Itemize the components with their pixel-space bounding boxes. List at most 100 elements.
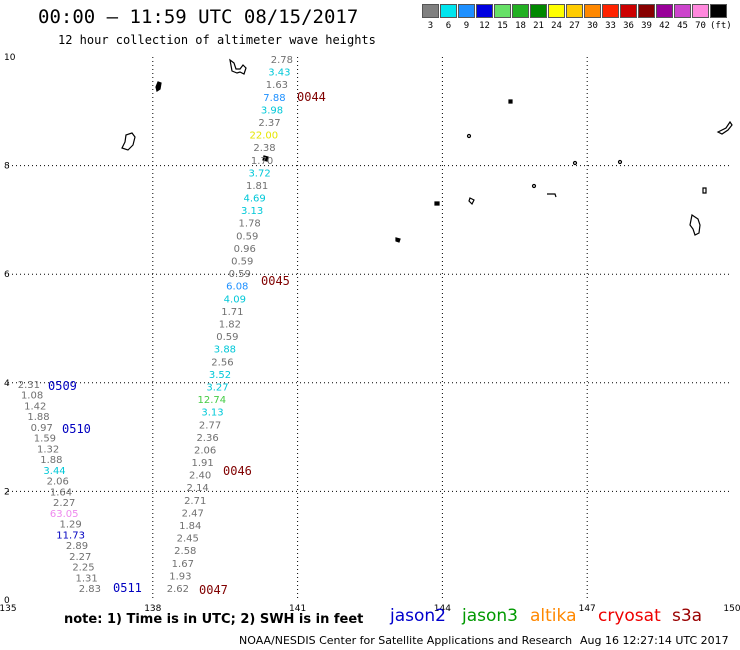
legend-entry: jason2 bbox=[390, 606, 446, 626]
wave-height-value: 1.29 bbox=[59, 520, 81, 531]
wave-height-value: 2.71 bbox=[184, 496, 206, 507]
color-scale-label: 45 bbox=[677, 21, 688, 31]
island-outline bbox=[155, 81, 162, 92]
altimeter-track: 2.311.081.421.880.971.591.321.883.442.06… bbox=[18, 380, 101, 595]
altimeter-tracks: 2.78 3.431.63 7.883.98 2.37 22.002.38 1.703.7… bbox=[18, 55, 293, 595]
land-outlines bbox=[121, 58, 733, 243]
island-outline bbox=[689, 214, 701, 236]
wave-height-value: 1.82 bbox=[219, 320, 241, 331]
color-scale-label: 24 bbox=[551, 21, 562, 31]
wave-height-value: 1.78 bbox=[239, 219, 261, 230]
color-swatch bbox=[512, 4, 529, 18]
wave-height-value: 1.70 bbox=[251, 156, 273, 167]
wave-height-value: 0.59 bbox=[231, 257, 253, 268]
color-scale-label: (ft) bbox=[710, 21, 732, 31]
wave-height-value: 7.88 bbox=[263, 93, 285, 104]
wave-height-value: 6.08 bbox=[226, 282, 248, 293]
island-outline bbox=[121, 132, 136, 151]
wave-height-value: 1.84 bbox=[179, 521, 201, 532]
wave-height-value: 2.31 bbox=[18, 380, 40, 391]
wave-height-value: 4.69 bbox=[243, 194, 265, 205]
island-outline bbox=[508, 99, 513, 104]
color-swatch bbox=[602, 4, 619, 18]
x-tick-label: 150 bbox=[723, 604, 740, 614]
wave-height-value: 1.31 bbox=[76, 573, 98, 584]
color-swatch bbox=[458, 4, 475, 18]
wave-height-value: 3.43 bbox=[268, 68, 290, 79]
wave-height-value: 3.13 bbox=[201, 408, 223, 419]
color-scale-label: 70 bbox=[695, 21, 706, 31]
wave-height-value: 1.08 bbox=[21, 391, 43, 402]
island-outline bbox=[716, 120, 733, 135]
chart-subtitle: 12 hour collection of altimeter wave hei… bbox=[58, 33, 376, 47]
wave-height-value: 0.59 bbox=[229, 269, 251, 280]
pass-id-label: 0045 bbox=[261, 274, 290, 288]
pass-id-label: 0510 bbox=[62, 422, 91, 436]
color-scale-label: 30 bbox=[587, 21, 598, 31]
wave-height-value: 1.59 bbox=[34, 434, 56, 445]
wave-height-value: 3.98 bbox=[261, 105, 283, 116]
island-outline bbox=[395, 237, 401, 243]
wave-height-value: 1.88 bbox=[27, 412, 49, 423]
color-swatch bbox=[476, 4, 493, 18]
generated-timestamp: Aug 16 12:27:14 UTC 2017 bbox=[580, 634, 729, 647]
color-scale-label: 39 bbox=[641, 21, 652, 31]
wave-height-value: 2.45 bbox=[177, 534, 199, 545]
color-scale-label: 15 bbox=[497, 21, 508, 31]
color-swatch bbox=[530, 4, 547, 18]
legend-entry: jason3 bbox=[462, 606, 518, 626]
x-tick-label: 138 bbox=[144, 604, 161, 614]
color-swatch bbox=[422, 4, 439, 18]
color-scale-label: 21 bbox=[533, 21, 544, 31]
island-outline bbox=[468, 197, 475, 206]
wave-height-value: 2.27 bbox=[53, 498, 75, 509]
wave-height-value: 2.40 bbox=[189, 471, 211, 482]
credit-line: NOAA/NESDIS Center for Satellite Applica… bbox=[239, 634, 573, 647]
wave-height-value: 2.47 bbox=[182, 508, 204, 519]
color-scale-label: 27 bbox=[569, 21, 580, 31]
wave-height-value: 1.42 bbox=[24, 401, 46, 412]
wave-height-value: 1.88 bbox=[40, 455, 62, 466]
wave-height-value: 2.89 bbox=[66, 541, 88, 552]
island-outline bbox=[547, 193, 557, 198]
color-scale-label: 36 bbox=[623, 21, 634, 31]
axis-tick-labels: 135 138 141 144 147 150 0 2 4 6 8 10 bbox=[0, 53, 740, 614]
wave-height-value: 12.74 bbox=[198, 395, 227, 406]
wave-height-value: 3.72 bbox=[248, 168, 270, 179]
y-tick-label: 4 bbox=[4, 379, 10, 389]
wave-height-value: 4.09 bbox=[224, 294, 246, 305]
wave-height-value: 1.93 bbox=[169, 571, 191, 582]
color-scale-label: 33 bbox=[605, 21, 616, 31]
wave-height-value: 2.58 bbox=[174, 546, 196, 557]
x-tick-label: 135 bbox=[0, 604, 17, 614]
y-tick-label: 0 bbox=[4, 596, 10, 606]
pass-id-label: 0511 bbox=[113, 581, 142, 595]
island-outline bbox=[262, 155, 269, 162]
wave-height-value: 1.64 bbox=[50, 487, 72, 498]
pass-labels: 0044 0045 0046 0047 0509 0510 0511 bbox=[48, 90, 326, 597]
island-outline bbox=[434, 201, 440, 206]
wave-height-value: 2.06 bbox=[47, 477, 69, 488]
color-swatch bbox=[566, 4, 583, 18]
color-swatch bbox=[620, 4, 637, 18]
lat-lon-grid bbox=[8, 57, 732, 600]
color-swatch bbox=[494, 4, 511, 18]
color-swatch bbox=[548, 4, 565, 18]
color-swatch bbox=[584, 4, 601, 18]
wave-height-value: 3.13 bbox=[241, 206, 263, 217]
island-outline bbox=[229, 58, 247, 75]
color-scale-label: 42 bbox=[659, 21, 670, 31]
color-scale-label: 3 bbox=[427, 21, 434, 31]
legend-entry: cryosat bbox=[598, 606, 661, 626]
wave-height-value: 2.56 bbox=[211, 357, 233, 368]
wave-height-value: 1.81 bbox=[246, 181, 268, 192]
pass-id-label: 0047 bbox=[199, 583, 228, 597]
color-swatch bbox=[656, 4, 673, 18]
wave-height-value: 1.91 bbox=[191, 458, 213, 469]
color-swatch bbox=[440, 4, 457, 18]
wave-height-value: 2.06 bbox=[194, 445, 216, 456]
wave-height-value: 2.78 bbox=[271, 55, 293, 66]
wave-height-value: 63.05 bbox=[50, 509, 79, 520]
island-outline bbox=[702, 187, 707, 194]
wave-height-value: 1.71 bbox=[221, 307, 243, 318]
